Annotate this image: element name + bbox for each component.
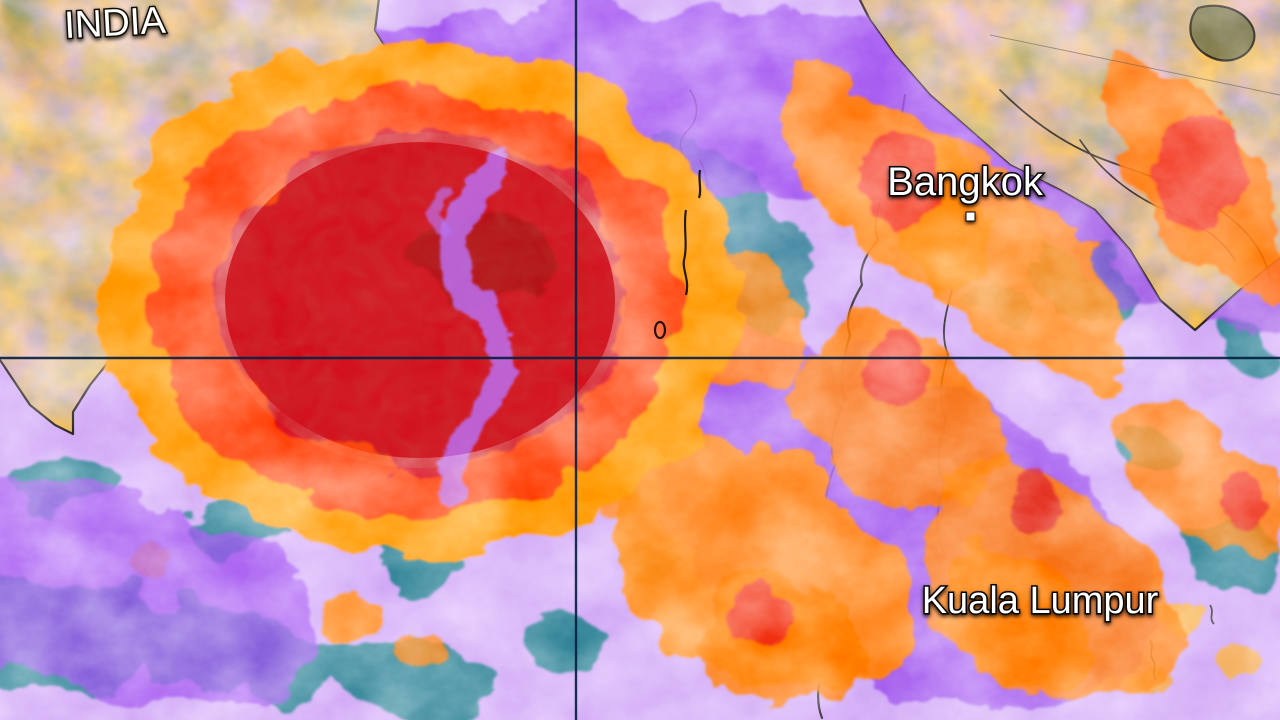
svg-text:Kuala Lumpur: Kuala Lumpur <box>922 580 1159 622</box>
svg-text:INDIA: INDIA <box>63 0 167 47</box>
svg-text:Bangkok: Bangkok <box>887 160 1044 204</box>
